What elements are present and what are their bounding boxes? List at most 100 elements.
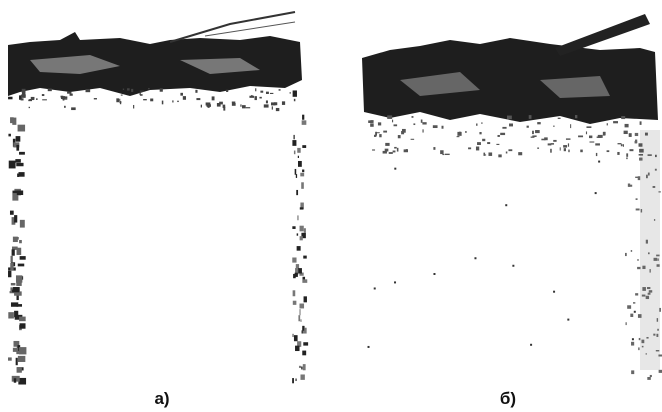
dark-band (362, 38, 658, 124)
speckle (659, 307, 661, 312)
speckle (297, 160, 302, 167)
speckle (401, 128, 406, 133)
speckle (479, 132, 482, 135)
speckle (383, 130, 388, 133)
speckle (441, 125, 444, 129)
thin-rod (169, 11, 296, 43)
speckle (302, 114, 305, 120)
speckle (656, 333, 659, 337)
panel-label: а) (154, 389, 169, 408)
speckle (628, 133, 632, 137)
speckle (368, 120, 373, 123)
speckle (422, 122, 427, 125)
speckle (301, 182, 304, 189)
speckle (410, 138, 415, 140)
speckle (567, 143, 570, 147)
speckle (476, 123, 478, 126)
speckle (216, 103, 221, 107)
speckle (647, 172, 650, 176)
panel-b-photo (362, 14, 660, 370)
speckle (654, 154, 657, 158)
speckle (303, 296, 307, 303)
speckle (17, 345, 21, 353)
speckle (433, 272, 436, 275)
speckle (19, 219, 25, 228)
speckle (13, 287, 20, 292)
speckle (36, 98, 38, 100)
speckle (508, 149, 513, 152)
speckle (302, 276, 306, 281)
speckle (21, 88, 26, 93)
speckle (648, 290, 653, 293)
speckle (292, 333, 294, 337)
speckle (9, 210, 14, 215)
speckle (377, 122, 382, 126)
speckle (649, 374, 652, 378)
speckle (296, 189, 299, 196)
speckle (16, 247, 22, 255)
speckle (505, 204, 508, 207)
speckle (589, 141, 595, 143)
speckle (300, 374, 305, 380)
speckle (488, 152, 493, 156)
speckle (645, 174, 648, 179)
speckle (580, 149, 583, 153)
speckle (639, 121, 642, 125)
speckle (8, 357, 12, 361)
speckle (620, 144, 623, 147)
speckle (127, 88, 130, 91)
speckle (259, 96, 262, 99)
speckle (641, 294, 646, 297)
speckle (119, 101, 122, 105)
speckle (119, 101, 122, 103)
speckle (595, 152, 598, 157)
speckle (299, 272, 304, 276)
speckle (19, 239, 22, 244)
speckle (131, 88, 134, 92)
speckle (296, 246, 301, 251)
speckle (547, 143, 552, 146)
speckle (19, 256, 26, 260)
speckle (271, 106, 273, 110)
speckle (20, 94, 26, 98)
speckle (496, 143, 500, 145)
speckle (16, 367, 22, 373)
speckle (17, 355, 26, 362)
speckle (300, 172, 305, 177)
speckle (642, 265, 646, 270)
speckle (299, 309, 301, 316)
speckle (11, 246, 18, 250)
speckle (219, 101, 223, 105)
speckle (196, 98, 201, 101)
speckle (630, 313, 634, 317)
speckle (20, 98, 24, 101)
speckle (177, 100, 179, 103)
speckle (553, 125, 555, 127)
speckle (530, 136, 535, 138)
speckle (635, 293, 639, 296)
speckle (200, 104, 202, 108)
speckle (638, 154, 644, 156)
speckle (544, 137, 548, 141)
speckle (475, 146, 480, 151)
speckle (17, 124, 26, 132)
speckle (19, 323, 26, 329)
speckle (630, 250, 633, 252)
speckle (71, 107, 76, 111)
speckle (10, 282, 16, 286)
speckle (211, 96, 215, 101)
speckle (295, 264, 300, 270)
speckle (553, 139, 557, 142)
speckle (634, 132, 639, 137)
speckle (627, 183, 631, 187)
speckle (300, 319, 302, 322)
speckle (301, 366, 303, 370)
speckle (206, 104, 211, 107)
speckle (482, 138, 486, 142)
speckle (14, 310, 19, 318)
speckle (405, 149, 408, 152)
speckle (16, 162, 24, 167)
speckle (16, 293, 19, 301)
speckle (263, 104, 269, 108)
speckle (180, 92, 183, 96)
